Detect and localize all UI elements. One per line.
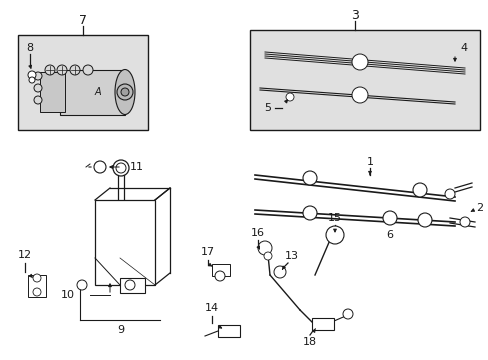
Circle shape (116, 163, 126, 173)
Bar (120, 278, 145, 293)
Circle shape (28, 71, 36, 79)
Bar (40, 72, 65, 112)
Text: 7: 7 (79, 14, 87, 27)
Text: 1: 1 (366, 157, 373, 167)
Circle shape (77, 280, 87, 290)
Circle shape (57, 65, 67, 75)
Circle shape (351, 54, 367, 70)
Text: 14: 14 (204, 303, 219, 313)
Circle shape (273, 266, 285, 278)
Circle shape (29, 77, 35, 83)
Text: 15: 15 (327, 213, 341, 223)
Text: 13: 13 (285, 251, 298, 261)
Circle shape (459, 217, 469, 227)
Circle shape (258, 241, 271, 255)
Text: 3: 3 (350, 9, 358, 22)
Bar (218, 325, 240, 337)
Bar (249, 30, 479, 130)
Text: 16: 16 (250, 228, 264, 238)
Circle shape (121, 88, 129, 96)
Bar (311, 318, 333, 330)
Text: 2: 2 (475, 203, 482, 213)
Circle shape (325, 226, 343, 244)
Circle shape (33, 274, 41, 282)
Circle shape (303, 171, 316, 185)
Text: 12: 12 (18, 250, 32, 260)
Circle shape (285, 93, 293, 101)
Circle shape (34, 72, 42, 80)
Bar (212, 264, 229, 276)
Circle shape (125, 280, 135, 290)
Bar (18, 35, 148, 130)
Bar (95, 200, 155, 285)
Text: 8: 8 (26, 43, 34, 53)
Circle shape (34, 84, 42, 92)
Text: 18: 18 (303, 337, 316, 347)
Circle shape (264, 252, 271, 260)
Bar (60, 70, 125, 115)
Circle shape (342, 309, 352, 319)
Text: 6: 6 (386, 230, 393, 240)
Circle shape (215, 271, 224, 281)
Text: 17: 17 (201, 247, 215, 257)
Text: 5: 5 (264, 103, 271, 113)
Text: 4: 4 (459, 43, 466, 53)
Circle shape (113, 160, 129, 176)
Circle shape (34, 96, 42, 104)
Circle shape (382, 211, 396, 225)
Bar (28, 275, 46, 297)
Circle shape (117, 84, 133, 100)
Circle shape (303, 206, 316, 220)
Circle shape (83, 65, 93, 75)
Circle shape (45, 65, 55, 75)
Circle shape (70, 65, 80, 75)
Text: A: A (95, 87, 101, 97)
Text: 9: 9 (117, 325, 124, 335)
Circle shape (444, 189, 454, 199)
Circle shape (33, 288, 41, 296)
Circle shape (351, 87, 367, 103)
Circle shape (417, 213, 431, 227)
Circle shape (94, 161, 106, 173)
Text: 10: 10 (61, 290, 75, 300)
Circle shape (412, 183, 426, 197)
Text: 11: 11 (130, 162, 143, 172)
Ellipse shape (115, 69, 135, 114)
